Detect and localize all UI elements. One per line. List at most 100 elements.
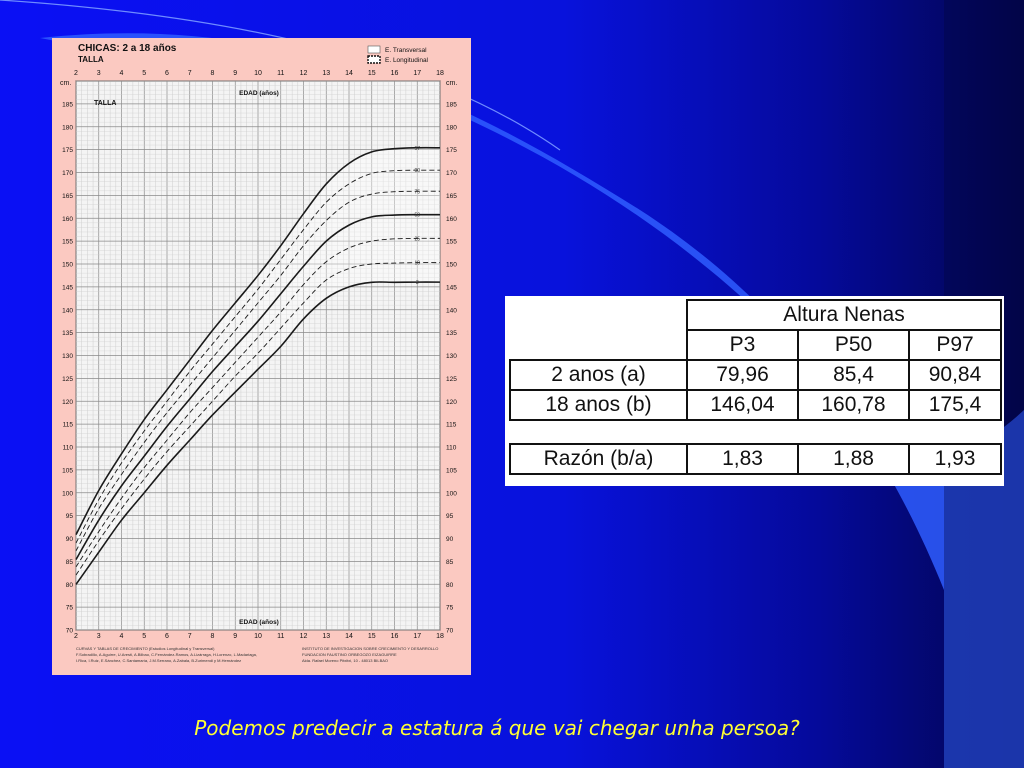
legend-label-transversal: E. Transversal bbox=[385, 47, 427, 54]
x-tick-label-top: 10 bbox=[254, 70, 262, 77]
y-tick-label-left: 125 bbox=[62, 376, 73, 383]
table-group-header: Altura Nenas bbox=[686, 299, 1002, 331]
y-unit-label-left: cm. bbox=[60, 80, 71, 87]
series-label-p50: 50 bbox=[414, 213, 420, 219]
footer-right-line-3: Alda. Rafael Moreno Pitxitxi, 10 - 48013… bbox=[302, 658, 388, 663]
table-row: 2 anos (a) 79,96 85,4 90,84 bbox=[509, 359, 1002, 391]
x-tick-label-top: 12 bbox=[300, 70, 308, 77]
footer-right-line-1: INSTITUTO DE INVESTIGACION SOBRE CRECIMI… bbox=[302, 646, 438, 651]
column-header-p50: P50 bbox=[797, 329, 910, 361]
table-cell: 160,78 bbox=[797, 389, 910, 421]
ratio-row-label: Razón (b/a) bbox=[509, 443, 688, 475]
series-line-p3 bbox=[75, 281, 441, 585]
x-tick-label-top: 13 bbox=[322, 70, 330, 77]
x-tick-label-top: 11 bbox=[277, 70, 284, 77]
y-tick-label-right: 70 bbox=[446, 628, 454, 635]
series-label-p25: 25 bbox=[414, 236, 420, 242]
x-tick-label-bottom: 8 bbox=[211, 633, 215, 640]
y-tick-label-right: 85 bbox=[446, 559, 454, 566]
x-tick-label-bottom: 9 bbox=[233, 633, 237, 640]
table-cell: 79,96 bbox=[686, 359, 799, 391]
x-tick-label-bottom: 17 bbox=[413, 633, 421, 640]
table-cell: 85,4 bbox=[797, 359, 910, 391]
y-tick-label-right: 90 bbox=[446, 536, 454, 543]
y-tick-label-right: 180 bbox=[446, 124, 457, 131]
y-tick-label-right: 185 bbox=[446, 101, 457, 108]
y-tick-label-left: 185 bbox=[62, 101, 73, 108]
x-tick-label-bottom: 2 bbox=[74, 633, 78, 640]
x-tick-label-bottom: 4 bbox=[120, 633, 124, 640]
table-cell: 90,84 bbox=[908, 359, 1002, 391]
x-tick-label-bottom: 6 bbox=[165, 633, 169, 640]
y-tick-label-right: 75 bbox=[446, 605, 454, 612]
legend-label-longitudinal: E. Longitudinal bbox=[385, 57, 429, 64]
ratio-table: Altura Nenas P3 P50 P97 2 anos (a) 79,96… bbox=[509, 299, 1002, 475]
y-tick-label-left: 100 bbox=[62, 490, 73, 497]
row-label: 2 anos (a) bbox=[509, 359, 688, 391]
y-tick-label-right: 95 bbox=[446, 513, 454, 520]
y-tick-label-right: 100 bbox=[446, 490, 457, 497]
x-tick-label-bottom: 5 bbox=[142, 633, 146, 640]
table-column-header-row: P3 P50 P97 bbox=[510, 329, 1002, 361]
ratio-cell: 1,88 bbox=[797, 443, 910, 475]
y-tick-label-right: 165 bbox=[446, 193, 457, 200]
y-tick-label-left: 90 bbox=[66, 536, 74, 543]
table-cell: 175,4 bbox=[908, 389, 1002, 421]
x-tick-label-bottom: 18 bbox=[436, 633, 444, 640]
y-tick-label-left: 155 bbox=[62, 239, 73, 246]
y-tick-label-left: 105 bbox=[62, 467, 73, 474]
footer-left-line-3: I.Rica, I.Ruiz, E.Sánchez, C.Santamaría,… bbox=[76, 658, 241, 663]
y-tick-label-right: 170 bbox=[446, 170, 457, 177]
x-tick-label-top: 15 bbox=[368, 70, 376, 77]
table-cell: 146,04 bbox=[686, 389, 799, 421]
x-tick-label-top: 8 bbox=[211, 70, 215, 77]
y-tick-label-left: 80 bbox=[66, 582, 74, 589]
series-label-p97: 97 bbox=[414, 146, 420, 152]
x-tick-label-bottom: 16 bbox=[391, 633, 399, 640]
x-tick-label-top: 3 bbox=[97, 70, 101, 77]
series-line-p75 bbox=[75, 190, 441, 552]
ratio-table-panel: Altura Nenas P3 P50 P97 2 anos (a) 79,96… bbox=[505, 296, 1004, 486]
y-tick-label-left: 95 bbox=[66, 513, 74, 520]
column-header-p97: P97 bbox=[908, 329, 1002, 361]
y-tick-label-left: 115 bbox=[63, 422, 74, 429]
y-tick-label-right: 175 bbox=[446, 147, 457, 154]
x-axis-label-bottom: EDAD (años) bbox=[239, 619, 279, 626]
y-tick-label-left: 70 bbox=[66, 628, 74, 635]
growth-chart-subtitle: TALLA bbox=[78, 55, 104, 64]
series-label-p10: 10 bbox=[414, 261, 420, 267]
y-unit-label-right: cm. bbox=[446, 80, 457, 87]
y-tick-label-right: 135 bbox=[446, 330, 457, 337]
percentile-band bbox=[76, 147, 440, 585]
y-tick-label-left: 75 bbox=[66, 605, 74, 612]
ratio-cell: 1,83 bbox=[686, 443, 799, 475]
x-axis-label-top: EDAD (años) bbox=[239, 90, 279, 97]
y-tick-label-left: 140 bbox=[62, 307, 73, 314]
footer-left-line-2: F.Sobradillo, A.Aguirre, U.Aresti, A.Bil… bbox=[76, 652, 257, 657]
x-tick-label-top: 14 bbox=[345, 70, 353, 77]
y-tick-label-right: 115 bbox=[446, 422, 457, 429]
y-tick-label-left: 170 bbox=[62, 170, 73, 177]
y-tick-label-left: 165 bbox=[62, 193, 73, 200]
y-tick-label-right: 145 bbox=[446, 284, 457, 291]
x-tick-label-top: 4 bbox=[120, 70, 124, 77]
footer-right-line-2: FUNDACION FAUSTINO ORBEGOZO EIZAGUIRRE bbox=[302, 652, 397, 657]
y-tick-label-right: 160 bbox=[446, 216, 457, 223]
y-tick-label-right: 80 bbox=[446, 582, 454, 589]
x-tick-label-bottom: 3 bbox=[97, 633, 101, 640]
series-line-p25 bbox=[75, 237, 441, 568]
x-tick-label-top: 16 bbox=[391, 70, 399, 77]
table-ratio-row: Razón (b/a) 1,83 1,88 1,93 bbox=[509, 443, 1002, 475]
y-tick-label-left: 160 bbox=[62, 216, 73, 223]
table-group-header-row: Altura Nenas bbox=[510, 299, 1002, 331]
x-tick-label-bottom: 13 bbox=[322, 633, 330, 640]
y-tick-label-left: 85 bbox=[66, 559, 74, 566]
y-tick-label-right: 155 bbox=[446, 239, 457, 246]
y-tick-label-left: 150 bbox=[62, 262, 73, 269]
table-row: 18 anos (b) 146,04 160,78 175,4 bbox=[509, 389, 1002, 421]
row-label: 18 anos (b) bbox=[509, 389, 688, 421]
footer-left-line-1: CURVAS Y TABLAS DE CRECIMIENTO (Estudios… bbox=[76, 646, 215, 651]
series-line-p10 bbox=[75, 262, 441, 576]
legend-swatch-longitudinal bbox=[367, 55, 381, 64]
series-label-p3: 3 bbox=[416, 280, 419, 286]
